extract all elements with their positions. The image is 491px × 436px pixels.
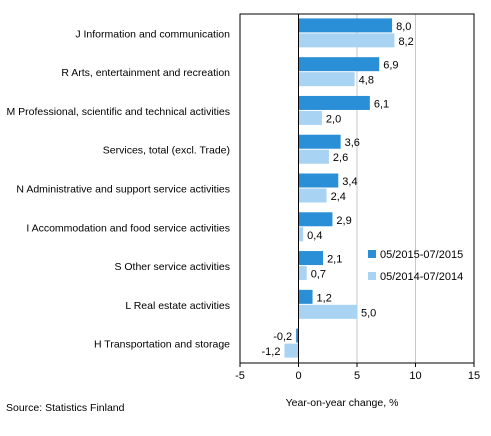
category-label-1: R Arts, entertainment and recreation	[61, 67, 230, 79]
bar-s2-6	[298, 266, 307, 281]
category-label-8: H Transportation and storage	[94, 339, 230, 351]
bar-s2-8	[284, 343, 299, 358]
category-label-6: S Other service activities	[114, 261, 230, 273]
category-label-7: L Real estate activities	[125, 300, 230, 312]
x-axis-title: Year-on-year change, %	[286, 397, 399, 409]
bar-s1-8	[296, 328, 299, 343]
data-label-s2-7: 5,0	[361, 307, 376, 319]
data-label-s2-6: 0,7	[311, 269, 326, 281]
category-label-3: Services, total (excl. Trade)	[103, 145, 230, 157]
x-tick-label-2: 5	[354, 370, 360, 382]
bar-s1-1	[298, 57, 380, 72]
bar-s2-7	[298, 304, 357, 319]
category-label-2: M Professional, scientific and technical…	[6, 106, 230, 118]
bar-s2-4	[298, 188, 327, 203]
bar-s1-7	[298, 289, 313, 304]
bar-s1-4	[298, 173, 339, 188]
bar-s2-1	[298, 72, 355, 87]
category-label-0: J Information and communication	[75, 28, 230, 40]
legend-label-1: 05/2015-07/2015	[380, 249, 463, 261]
data-label-s1-0: 8,0	[396, 21, 411, 33]
data-label-s2-2: 2,0	[326, 113, 341, 125]
bar-s2-0	[298, 33, 395, 48]
x-tick-label-0: -5	[235, 370, 245, 382]
bar-s1-5	[298, 212, 333, 227]
data-label-s2-8: -1,2	[261, 346, 280, 358]
category-label-5: I Accommodation and food service activit…	[26, 222, 230, 234]
category-label-4: N Administrative and support service act…	[16, 184, 230, 196]
data-label-s2-0: 8,2	[398, 36, 413, 48]
data-label-s2-5: 0,4	[307, 230, 322, 242]
data-label-s2-4: 2,4	[331, 191, 346, 203]
x-tick-label-1: 0	[295, 370, 301, 382]
data-label-s1-3: 3,6	[345, 137, 360, 149]
data-label-s1-6: 2,1	[327, 254, 342, 266]
data-label-s2-3: 2,6	[333, 152, 348, 164]
data-label-s1-8: -0,2	[273, 331, 292, 343]
bar-s2-2	[298, 110, 322, 125]
x-tick-label-4: 15	[468, 370, 480, 382]
bar-s2-5	[298, 227, 304, 242]
x-tick-label-3: 10	[409, 370, 421, 382]
data-label-s2-1: 4,8	[359, 75, 374, 87]
data-label-s1-1: 6,9	[383, 60, 398, 72]
bar-s1-3	[298, 134, 341, 149]
bar-s1-2	[298, 95, 370, 110]
legend-label-2: 05/2014-07/2014	[380, 271, 463, 283]
bar-s2-3	[298, 149, 329, 164]
legend-swatch-1	[368, 250, 376, 258]
source-note: Source: Statistics Finland	[6, 402, 125, 414]
legend-swatch-2	[368, 272, 376, 280]
bar-s1-0	[298, 18, 393, 33]
data-label-s1-5: 2,9	[336, 215, 351, 227]
data-label-s1-4: 3,4	[342, 176, 357, 188]
data-label-s1-7: 1,2	[317, 292, 332, 304]
bar-s1-6	[298, 251, 324, 266]
data-label-s1-2: 6,1	[374, 98, 389, 110]
